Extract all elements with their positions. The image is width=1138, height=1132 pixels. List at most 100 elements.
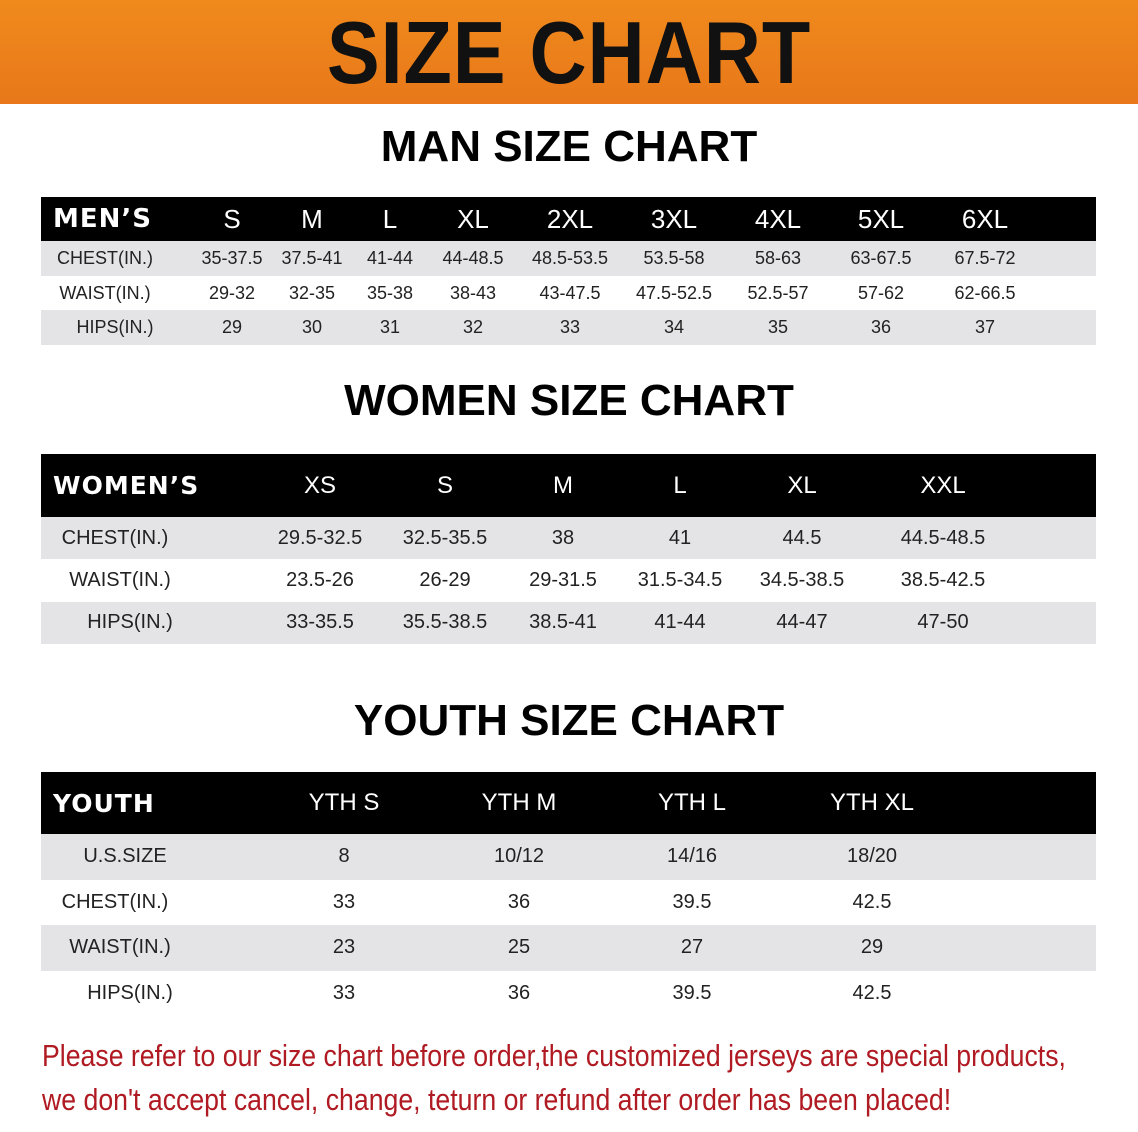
row-label: WAIST(IN.)	[69, 936, 171, 959]
size-header: L	[673, 471, 687, 499]
table-cell: 35.5-38.5	[402, 611, 488, 634]
table-cell: 29.5-32.5	[277, 526, 363, 549]
table-cell: 58-63	[754, 247, 802, 268]
table-cell: 67.5-72	[954, 247, 1016, 268]
men-header-label: MEN’S	[53, 204, 152, 234]
size-header: L	[382, 203, 398, 234]
table-cell: 38	[551, 526, 575, 549]
table-row: HIPS(IN.) 33 36 39.5 42.5	[41, 971, 1096, 1017]
size-header: YTH S	[308, 789, 380, 816]
table-cell: 52.5-57	[747, 282, 809, 303]
table-row: HIPS(IN.) 29 30 31 32 33 34 35 36 37	[41, 310, 1096, 346]
table-cell: 36	[507, 890, 531, 913]
table-cell: 47-50	[917, 611, 969, 634]
women-header-row: WOMEN’S XS S M L XL XXL	[41, 454, 1096, 517]
men-section-title: MAN SIZE CHART	[380, 122, 758, 171]
table-cell: 10/12	[493, 845, 545, 868]
table-cell: 37	[974, 317, 996, 338]
table-cell: 35	[767, 317, 789, 338]
table-cell: 25	[507, 936, 531, 959]
size-header: S	[436, 471, 453, 499]
table-cell: 37.5-41	[281, 247, 343, 268]
table-cell: 32.5-35.5	[402, 526, 488, 549]
size-header: XXL	[920, 471, 966, 499]
banner-title: SIZE CHART	[326, 3, 812, 102]
table-cell: 27	[680, 936, 704, 959]
size-header: 4XL	[754, 203, 802, 234]
notice-line-2: we don't accept cancel, change, teturn o…	[42, 1082, 952, 1117]
notice-line-1: Please refer to our size chart before or…	[42, 1038, 1066, 1073]
table-cell: 35-37.5	[201, 247, 263, 268]
table-cell: 31.5-34.5	[637, 568, 723, 591]
size-header: S	[223, 203, 241, 234]
youth-section-title: YOUTH SIZE CHART	[353, 696, 785, 745]
table-cell: 31	[379, 317, 401, 338]
size-header: XS	[303, 471, 336, 499]
table-cell: 8	[338, 845, 350, 868]
size-header: 5XL	[857, 203, 905, 234]
table-row: CHEST(IN.) 29.5-32.5 32.5-35.5 38 41 44.5 44.5…	[41, 517, 1096, 560]
size-header: M	[301, 203, 323, 234]
table-cell: 33	[332, 981, 356, 1004]
table-cell: 14/16	[666, 845, 718, 868]
table-cell: 38-43	[449, 282, 497, 303]
table-cell: 63-67.5	[850, 247, 912, 268]
table-row: HIPS(IN.) 33-35.5 35.5-38.5 38.5-41 41-44 44-…	[41, 601, 1096, 644]
table-cell: 26-29	[419, 568, 471, 591]
table-cell: 44-48.5	[442, 247, 504, 268]
size-header: 2XL	[546, 203, 594, 234]
row-label: HIPS(IN.)	[87, 981, 173, 1004]
table-cell: 42.5	[852, 890, 892, 913]
size-header: 3XL	[650, 203, 698, 234]
table-cell: 29	[860, 936, 884, 959]
table-cell: 57-62	[857, 282, 905, 303]
table-cell: 36	[870, 317, 892, 338]
women-header-label: WOMEN’S	[53, 471, 200, 500]
table-row: U.S.SIZE 8 10/12 14/16 18/20	[41, 834, 1096, 880]
table-cell: 34.5-38.5	[759, 568, 845, 591]
row-label: WAIST(IN.)	[69, 568, 171, 591]
youth-header-label: YOUTH	[53, 788, 155, 818]
youth-header-row: YOUTH YTH S YTH M YTH L YTH XL	[41, 772, 1096, 834]
size-header: YTH XL	[829, 789, 915, 816]
table-cell: 38.5-42.5	[900, 568, 986, 591]
table-cell: 43-47.5	[539, 282, 601, 303]
table-cell: 33	[332, 890, 356, 913]
table-cell: 44-47	[776, 611, 828, 634]
table-cell: 35-38	[366, 282, 414, 303]
table-cell: 33	[559, 317, 581, 338]
table-cell: 23.5-26	[286, 568, 354, 591]
row-label: WAIST(IN.)	[59, 282, 151, 303]
table-cell: 29-31.5	[529, 568, 597, 591]
table-cell: 48.5-53.5	[531, 247, 609, 268]
men-header-row: MEN’S S M L XL 2XL 3XL 4XL 5XL 6XL	[41, 197, 1096, 241]
table-cell: 44.5	[782, 526, 822, 549]
table-cell: 38.5-41	[529, 611, 597, 634]
table-cell: 18/20	[846, 845, 898, 868]
table-cell: 36	[507, 981, 531, 1004]
size-header: YTH L	[657, 789, 726, 816]
table-cell: 29-32	[208, 282, 256, 303]
row-label: CHEST(IN.)	[57, 247, 153, 268]
table-cell: 53.5-58	[643, 247, 705, 268]
size-header: XL	[787, 471, 817, 499]
table-cell: 41	[668, 526, 692, 549]
table-row: WAIST(IN.) 23.5-26 26-29 29-31.5 31.5-34.5 34…	[41, 559, 1096, 601]
table-cell: 32	[462, 317, 484, 338]
row-label: U.S.SIZE	[83, 845, 167, 868]
table-cell: 41-44	[366, 247, 414, 268]
size-header: M	[553, 471, 573, 499]
table-row: WAIST(IN.) 29-32 32-35 35-38 38-43 43-47.5 47.…	[41, 276, 1096, 311]
table-cell: 30	[301, 317, 323, 338]
size-header: XL	[457, 203, 489, 234]
size-header: 6XL	[961, 203, 1009, 234]
table-cell: 34	[663, 317, 685, 338]
table-cell: 39.5	[672, 890, 712, 913]
row-label: HIPS(IN.)	[76, 317, 154, 338]
table-row: CHEST(IN.) 35-37.5 37.5-41 41-44 44-48.5 48.5…	[41, 241, 1096, 276]
size-chart-banner: SIZE CHART	[0, 0, 1138, 104]
row-label: HIPS(IN.)	[87, 611, 173, 634]
table-cell: 41-44	[654, 611, 706, 634]
table-row: WAIST(IN.) 23 25 27 29	[41, 925, 1096, 971]
table-cell: 44.5-48.5	[900, 526, 986, 549]
